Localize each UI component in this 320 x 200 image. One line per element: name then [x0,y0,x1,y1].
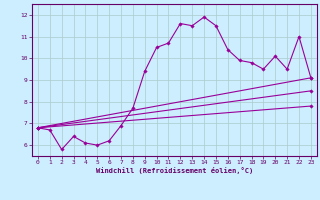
X-axis label: Windchill (Refroidissement éolien,°C): Windchill (Refroidissement éolien,°C) [96,167,253,174]
